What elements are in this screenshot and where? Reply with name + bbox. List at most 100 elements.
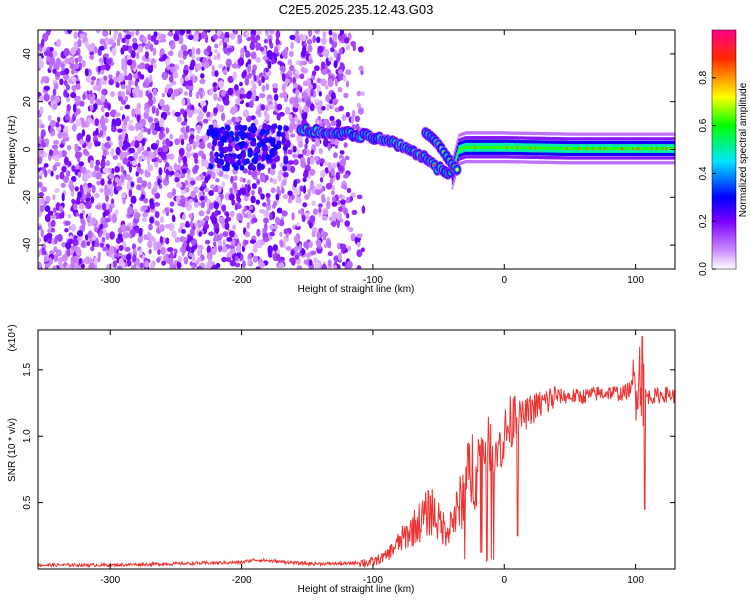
heatmap-noise-cell <box>96 180 101 186</box>
heatmap-noise-cell <box>259 46 265 52</box>
heatmap-band-cell <box>499 151 502 155</box>
heatmap-band-cell <box>640 146 642 151</box>
heatmap-band-cell <box>613 140 616 145</box>
heatmap-noise-cell <box>214 43 219 49</box>
heatmap-band-cell <box>578 152 581 156</box>
heatmap-band-cell <box>476 160 479 164</box>
heatmap-band-cell <box>471 131 473 135</box>
heatmap-noise-cell <box>99 223 104 230</box>
heatmap-noise-cell <box>333 264 338 269</box>
heatmap-band-cell <box>541 132 544 136</box>
heatmap-band-cell <box>609 146 612 151</box>
heatmap-band-cell <box>531 140 534 144</box>
heatmap-noise-cell <box>53 139 59 146</box>
heatmap-noise-cell <box>38 151 41 157</box>
heatmap-band-cell <box>581 146 583 151</box>
heatmap-noise-cell <box>130 228 136 238</box>
heatmap-band-cell <box>571 137 573 141</box>
heatmap-noise-cell <box>48 257 53 266</box>
heatmap-noise-cell <box>330 120 337 127</box>
heatmap-band-cell <box>666 161 669 165</box>
heatmap-band-cell <box>605 149 607 153</box>
heatmap-band-cell <box>671 161 674 165</box>
heatmap-band-cell <box>512 155 514 159</box>
heatmap-band-cell <box>487 142 490 146</box>
heatmap-noise-cell <box>165 173 169 181</box>
heatmap-noise-cell <box>333 138 340 146</box>
heatmap-band-cell <box>506 131 508 135</box>
heatmap-band-cell <box>503 142 505 146</box>
heatmap-band-cell <box>655 132 658 136</box>
heatmap-band-cell <box>654 146 656 151</box>
heatmap-band-cell <box>498 139 501 143</box>
heatmap-noise-cell <box>206 174 211 181</box>
heatmap-band-cell <box>550 146 552 150</box>
heatmap-band-cell <box>646 146 649 151</box>
heatmap-band-cell <box>476 145 479 149</box>
heatmap-noise-cell <box>150 263 154 269</box>
heatmap-band-cell <box>667 152 670 156</box>
heatmap-band-cell <box>595 149 597 153</box>
heatmap-band-cell <box>600 144 603 148</box>
heatmap-band-cell <box>492 155 494 159</box>
heatmap-band-cell <box>649 144 651 148</box>
heatmap-noise-cell <box>199 141 206 150</box>
heatmap-noise-cell <box>225 154 231 161</box>
heatmap-noise-cell <box>223 173 230 180</box>
heatmap-noise-cell <box>295 196 302 204</box>
heatmap-band-cell <box>584 149 586 153</box>
heatmap-noise-cell <box>169 153 175 160</box>
heatmap-band-cell <box>628 146 630 151</box>
heatmap-noise-cell <box>121 99 127 105</box>
heatmap-band-cell <box>460 150 462 154</box>
heatmap-band-cell <box>559 161 561 165</box>
heatmap-band-cell <box>587 132 590 136</box>
heatmap-band-cell <box>463 155 466 159</box>
heatmap-noise-cell <box>356 90 361 97</box>
heatmap-band-cell <box>552 152 555 156</box>
heatmap-band-cell <box>485 145 488 149</box>
heatmap-band-cell <box>531 143 534 147</box>
heatmap-noise-cell <box>130 264 137 269</box>
heatmap-noise-cell <box>319 177 324 183</box>
heatmap-band-cell <box>574 149 576 153</box>
heatmap-band-cell <box>650 137 652 141</box>
heatmap-noise-cell <box>70 92 77 99</box>
heatmap-band-cell <box>528 160 531 164</box>
heatmap-band-cell <box>578 132 581 136</box>
heatmap-noise-cell <box>184 200 189 208</box>
heatmap-noise-cell <box>213 201 219 210</box>
heatmap-noise-cell <box>71 223 76 232</box>
heatmap-band-cell <box>643 132 645 136</box>
heatmap-noise-cell <box>282 145 288 152</box>
heatmap-band-cell <box>636 149 639 153</box>
heatmap-noise-cell <box>325 84 329 90</box>
heatmap-band-cell <box>455 149 457 153</box>
heatmap-band-cell <box>592 152 594 156</box>
heatmap-band-cell <box>606 161 608 165</box>
heatmap-noise-cell <box>57 131 64 139</box>
heatmap-band-cell <box>600 146 603 151</box>
heatmap-band-cell <box>589 149 592 153</box>
heatmap-band-cell <box>646 156 649 160</box>
heatmap-band-cell <box>597 161 600 165</box>
heatmap-noise-cell <box>345 44 350 51</box>
heatmap-noise-cell <box>291 212 295 221</box>
heatmap-noise-cell <box>343 207 348 215</box>
heatmap-noise-cell <box>347 245 352 252</box>
heatmap-noise-cell <box>121 124 127 132</box>
heatmap-noise-cell <box>200 100 207 107</box>
heatmap-band-cell <box>604 140 606 145</box>
heatmap-band-cell <box>554 137 557 141</box>
heatmap-band-cell <box>558 143 560 147</box>
heatmap-band-cell <box>476 155 479 159</box>
heatmap-band-cell <box>668 156 671 160</box>
heatmap-band-cell <box>597 161 599 165</box>
heatmap-band-cell <box>535 136 537 140</box>
heatmap-noise-cell <box>303 259 308 265</box>
heatmap-band-cell <box>483 160 485 164</box>
heatmap-band-cell <box>615 144 617 148</box>
heatmap-band-cell <box>613 144 616 148</box>
heatmap-band-cell <box>562 161 564 165</box>
heatmap-noise-cell <box>267 246 272 256</box>
